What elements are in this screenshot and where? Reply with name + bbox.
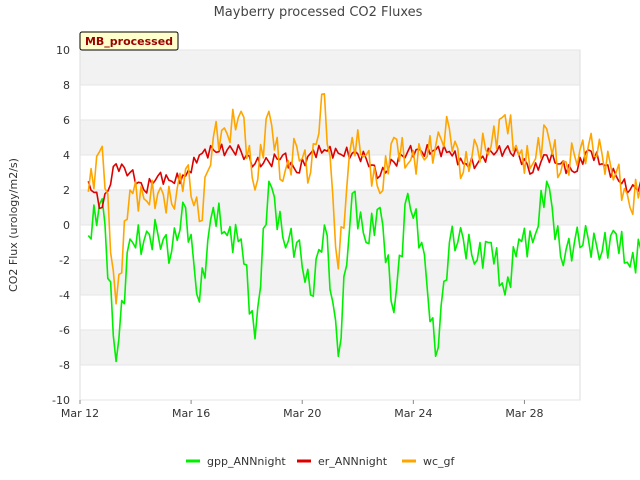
y-tick-label: 8 bbox=[63, 79, 70, 92]
legend-label: gpp_ANNnight bbox=[207, 455, 286, 468]
y-tick-label: 6 bbox=[63, 114, 70, 127]
y-tick-label: 10 bbox=[56, 44, 70, 57]
y-tick-label: -6 bbox=[59, 324, 70, 337]
badge-label: MB_processed bbox=[85, 35, 173, 48]
chart-title: Mayberry processed CO2 Fluxes bbox=[214, 5, 423, 20]
x-tick-label: Mar 20 bbox=[283, 407, 321, 420]
grid-band bbox=[80, 330, 580, 365]
legend-label: er_ANNnight bbox=[318, 455, 388, 468]
x-tick-label: Mar 12 bbox=[61, 407, 99, 420]
x-tick-label: Mar 28 bbox=[505, 407, 543, 420]
badge: MB_processed bbox=[79, 31, 179, 51]
y-tick-label: 0 bbox=[63, 219, 70, 232]
y-axis: -10 -8 -6 -4 -2 0 2 4 6 8 10 bbox=[52, 44, 70, 407]
y-tick-label: -4 bbox=[59, 289, 70, 302]
legend: gpp_ANNnight er_ANNnight wc_gf bbox=[186, 455, 456, 468]
badge-box bbox=[79, 31, 179, 51]
y-tick-label: -8 bbox=[59, 359, 70, 372]
y-axis-label: CO2 Flux (urology/m2/s) bbox=[7, 158, 20, 292]
series-layer bbox=[87, 93, 640, 363]
grid-band bbox=[80, 50, 580, 85]
y-tick-label: -10 bbox=[52, 394, 70, 407]
y-tick-label: 4 bbox=[63, 149, 70, 162]
x-axis: Mar 12 Mar 16 Mar 20 Mar 24 Mar 28 bbox=[61, 400, 544, 420]
grid-band bbox=[80, 365, 580, 400]
grid-band bbox=[80, 85, 580, 120]
series-line-wc_gf bbox=[87, 93, 640, 305]
y-tick-label: -2 bbox=[59, 254, 70, 267]
x-tick-label: Mar 16 bbox=[172, 407, 210, 420]
y-tick-label: 2 bbox=[63, 184, 70, 197]
x-tick-label: Mar 24 bbox=[394, 407, 432, 420]
grid-band bbox=[80, 295, 580, 330]
grid-band bbox=[80, 225, 580, 260]
legend-label: wc_gf bbox=[423, 455, 456, 468]
series-line-gpp_ANNnight bbox=[87, 180, 640, 363]
